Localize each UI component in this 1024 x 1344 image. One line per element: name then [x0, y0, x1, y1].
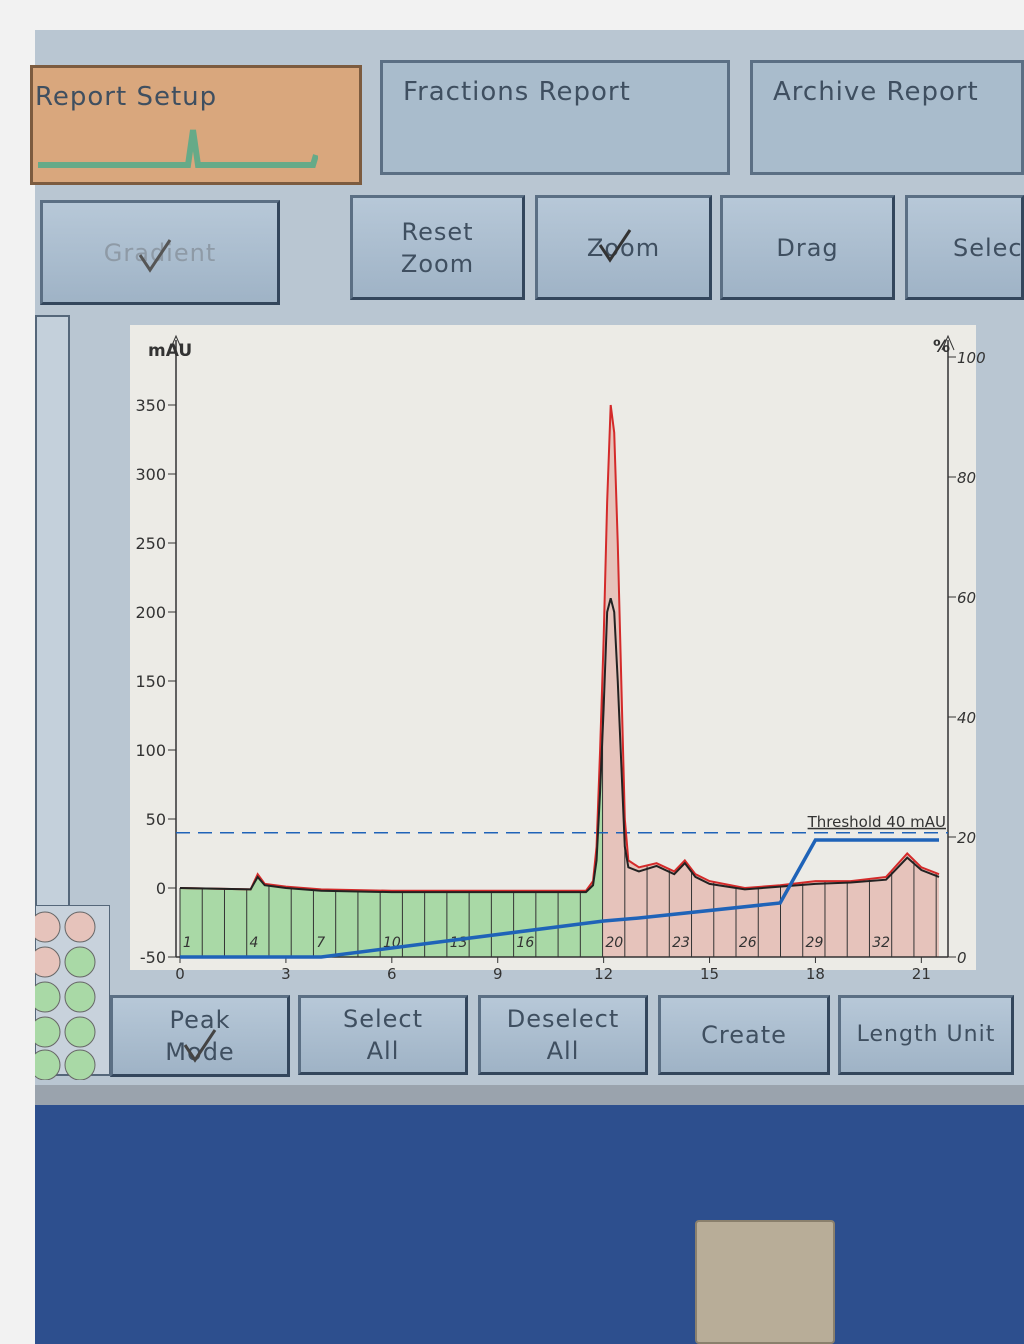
y-tick-label: 250	[135, 534, 166, 553]
bottom-button[interactable]: Select All	[298, 995, 468, 1075]
bottom-button[interactable]: Length Unit	[838, 995, 1014, 1075]
y2-tick-label: 40	[957, 709, 976, 727]
y-tick-label: 200	[135, 603, 166, 622]
fraction-area	[180, 405, 939, 957]
x-tick-label: 0	[175, 965, 185, 983]
y2-tick-label: 0	[957, 949, 967, 967]
y-tick-label: 50	[146, 810, 166, 829]
check-mark	[135, 235, 175, 275]
y-tick-label: 0	[156, 879, 166, 898]
icon-line	[38, 130, 316, 165]
fraction-label: 4	[250, 935, 259, 951]
x-tick-label: 3	[281, 965, 291, 983]
y2-tick-label: 100	[957, 349, 986, 367]
tab[interactable]: Archive Report	[750, 60, 1024, 175]
fraction-label: 7	[316, 935, 325, 951]
toolbar-button[interactable]: Selec	[905, 195, 1024, 300]
fraction-label: 16	[516, 935, 534, 951]
y-tick-label: 350	[135, 396, 166, 415]
fraction-label: 1	[183, 935, 192, 951]
x-tick-label: 21	[912, 965, 931, 983]
fraction-label: 32	[872, 935, 890, 951]
y-axis-label: mAU	[148, 341, 192, 361]
bottom-button[interactable]: Deselect All	[478, 995, 648, 1075]
latch	[695, 1220, 835, 1344]
series-line	[180, 598, 939, 892]
x-tick-label: 12	[594, 965, 613, 983]
x-tick-label: 6	[387, 965, 397, 983]
instrument-panel	[35, 1105, 1024, 1344]
y2-tick-label: 60	[957, 589, 976, 607]
y-tick-label: 300	[135, 465, 166, 484]
y2-tick-label: 20	[957, 829, 976, 847]
bezel	[35, 1085, 1024, 1105]
fraction-area	[180, 405, 939, 957]
fraction-label: 26	[739, 935, 757, 951]
y2-tick-label: 80	[957, 469, 976, 487]
y-tick-label: 150	[135, 672, 166, 691]
y-tick-label: -50	[140, 948, 166, 967]
tab-icon	[38, 125, 318, 175]
page: Report Setup Fractions Report Archive Re…	[0, 0, 1024, 1344]
check-mark	[595, 225, 635, 265]
x-tick-label: 15	[700, 965, 719, 983]
check-mark	[180, 1025, 220, 1065]
y-tick-label: 100	[135, 741, 166, 760]
toolbar-button[interactable]: Reset Zoom	[350, 195, 525, 300]
bottom-button[interactable]: Create	[658, 995, 830, 1075]
fraction-label: 20	[605, 935, 623, 951]
toolbar-button[interactable]: Drag	[720, 195, 895, 300]
x-tick-label: 9	[493, 965, 503, 983]
x-tick-label: 18	[806, 965, 825, 983]
tab[interactable]: Fractions Report	[380, 60, 730, 175]
fraction-label: 23	[672, 935, 690, 951]
fraction-label: 29	[806, 935, 824, 951]
chart: mAU % CV 1471013162023262932-50050100150…	[70, 320, 1024, 1000]
threshold-label: Threshold 40 mAU	[807, 813, 946, 831]
